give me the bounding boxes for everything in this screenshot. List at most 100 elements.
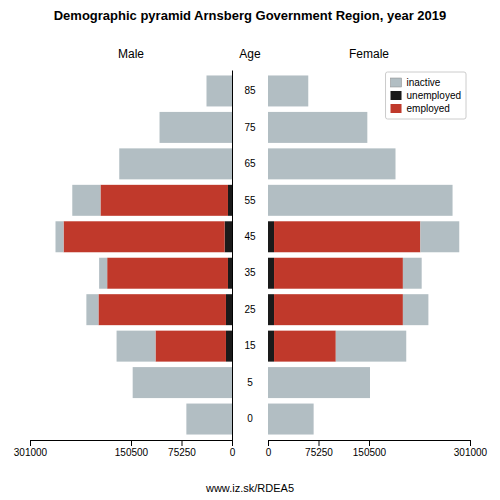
x-tick: 75250 xyxy=(305,440,333,458)
plot-area xyxy=(268,75,459,434)
legend-label: employed xyxy=(407,103,450,114)
bar-segment xyxy=(226,294,232,325)
bar-segment xyxy=(155,331,225,362)
age-label: 75 xyxy=(244,122,256,133)
y-tick: 0 xyxy=(247,413,253,424)
x-tick: 301000 xyxy=(454,440,488,458)
age-label: 25 xyxy=(244,304,256,315)
bar-segment xyxy=(98,294,226,325)
age-label: 45 xyxy=(244,231,256,242)
bar-segment xyxy=(268,258,274,289)
bar-segment xyxy=(268,367,370,398)
x-axis: 0 75250 150500 301000 xyxy=(266,440,488,458)
tick-mark xyxy=(182,440,183,446)
bar-segment xyxy=(99,258,107,289)
tick-mark xyxy=(319,440,320,446)
y-tick: 45 xyxy=(244,231,256,242)
bar-segment xyxy=(72,185,100,216)
legend-box xyxy=(386,72,466,119)
bar-segment xyxy=(403,258,422,289)
age-label: 55 xyxy=(244,195,256,206)
bar-segment xyxy=(274,331,336,362)
bar-segment xyxy=(268,75,308,106)
tick-label: 150500 xyxy=(115,447,149,458)
x-axis: 301000 150500 75250 0 xyxy=(14,440,236,458)
axis-line xyxy=(232,71,233,441)
y-tick: 35 xyxy=(244,267,256,278)
bar-segment xyxy=(107,258,228,289)
bar-segment xyxy=(268,148,396,179)
axis-line xyxy=(269,441,471,447)
y-tick: 25 xyxy=(244,304,256,315)
bar-segment xyxy=(100,185,228,216)
legend-swatch xyxy=(391,104,402,113)
y-tick: 65 xyxy=(244,158,256,169)
bar-segment xyxy=(64,221,225,252)
tick-label: 301000 xyxy=(14,447,48,458)
bar-segment xyxy=(268,294,274,325)
age-label: 15 xyxy=(244,340,256,351)
bar-segment xyxy=(226,331,232,362)
bar-segment xyxy=(403,294,429,325)
x-tick: 150500 xyxy=(353,440,387,458)
chart-svg: Demographic pyramid Arnsberg Government … xyxy=(0,0,500,500)
bar-segment xyxy=(133,367,232,398)
tick-mark xyxy=(268,440,269,446)
bar-segment xyxy=(268,221,274,252)
bar-segment xyxy=(228,258,232,289)
bar-segment xyxy=(86,294,98,325)
x-tick: 0 xyxy=(266,440,272,458)
plot-area xyxy=(56,75,232,434)
axis-line xyxy=(31,441,233,447)
tick-mark xyxy=(131,440,132,446)
panel-title: Male xyxy=(118,47,144,61)
chart-title: Demographic pyramid Arnsberg Government … xyxy=(54,8,447,23)
bar-segment xyxy=(160,112,232,143)
panel-title: Female xyxy=(349,47,389,61)
y-tick: 85 xyxy=(244,85,256,96)
bar-segment xyxy=(274,221,420,252)
y-tick: 75 xyxy=(244,122,256,133)
age-label: 5 xyxy=(247,377,253,388)
bar-segment xyxy=(268,404,314,435)
y-tick: 15 xyxy=(244,340,256,351)
y-tick: 5 xyxy=(247,377,253,388)
tick-label: 301000 xyxy=(454,447,488,458)
bar-segment xyxy=(186,404,232,435)
x-tick: 0 xyxy=(230,440,236,458)
tick-label: 75250 xyxy=(168,447,196,458)
tick-label: 150500 xyxy=(353,447,387,458)
bar-segment xyxy=(420,221,459,252)
age-label: 0 xyxy=(247,413,253,424)
bar-segment xyxy=(225,221,232,252)
x-tick: 150500 xyxy=(115,440,149,458)
age-label: 35 xyxy=(244,267,256,278)
bar-segment xyxy=(268,331,274,362)
age-label: 85 xyxy=(244,85,256,96)
tick-label: 75250 xyxy=(305,447,333,458)
footer: www.iz.sk/RDEA5 xyxy=(205,482,294,494)
tick-mark xyxy=(369,440,370,446)
age-label: 65 xyxy=(244,158,256,169)
bar-segment xyxy=(228,185,232,216)
bar-segment xyxy=(274,258,403,289)
tick-label: 0 xyxy=(230,447,236,458)
legend-swatch xyxy=(391,78,402,87)
y-tick: 55 xyxy=(244,195,256,206)
x-tick: 301000 xyxy=(14,440,48,458)
tick-mark xyxy=(470,440,471,446)
bar-segment xyxy=(117,331,156,362)
tick-mark xyxy=(232,440,233,446)
bar-segment xyxy=(268,185,453,216)
legend-swatch xyxy=(391,91,402,100)
legend: inactiveunemployedemployed xyxy=(386,72,466,119)
tick-mark xyxy=(30,440,31,446)
tick-label: 0 xyxy=(266,447,272,458)
x-tick: 75250 xyxy=(168,440,196,458)
center-label: Age xyxy=(239,47,261,61)
bar-segment xyxy=(336,331,406,362)
legend-label: unemployed xyxy=(407,90,461,101)
bar-segment xyxy=(268,112,367,143)
y-axis: 85 75 65 55 45 35 25 15 5 0 xyxy=(233,71,256,441)
bar-segment xyxy=(206,75,232,106)
